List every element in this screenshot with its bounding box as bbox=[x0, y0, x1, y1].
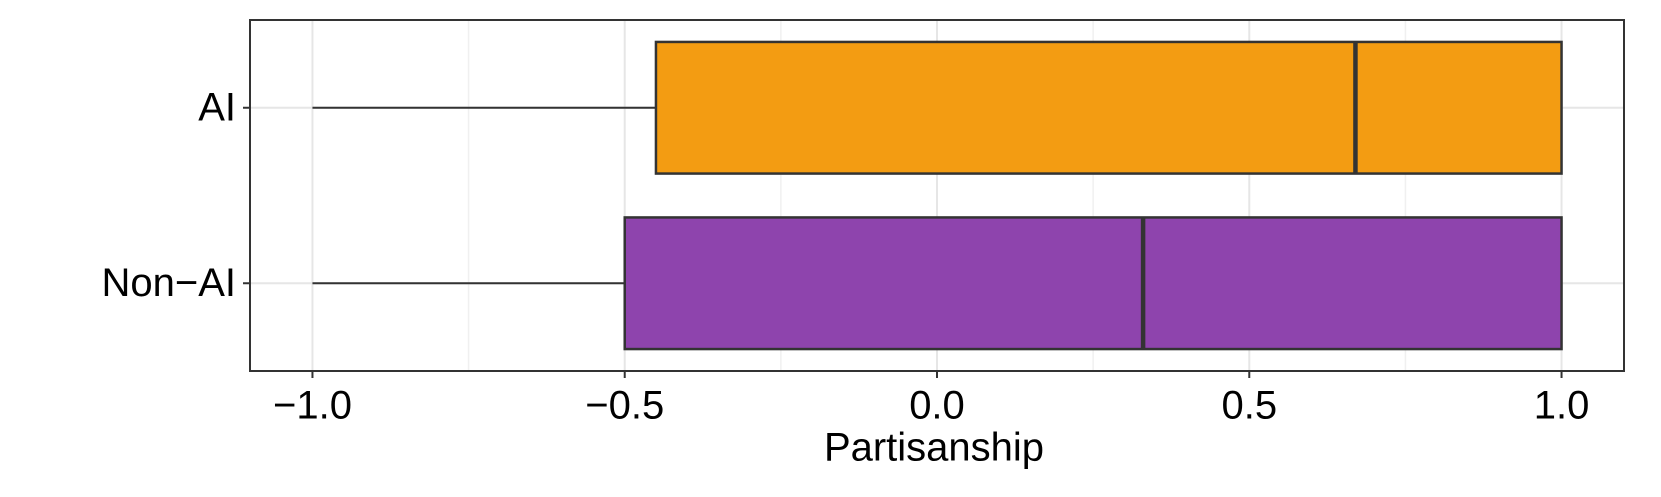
panel-border bbox=[249, 19, 1625, 372]
x-tick-label: −1.0 bbox=[273, 384, 352, 428]
x-tick-label: −0.5 bbox=[585, 384, 664, 428]
y-tick-label: AI bbox=[198, 85, 236, 129]
x-tick-label: 0.0 bbox=[909, 384, 965, 428]
box bbox=[623, 216, 1563, 351]
x-tick-label: 0.5 bbox=[1221, 384, 1277, 428]
y-tick-label: Non−AI bbox=[101, 261, 236, 305]
x-tick-label: 1.0 bbox=[1534, 384, 1590, 428]
x-axis-label: Partisanship bbox=[824, 426, 1044, 470]
box bbox=[654, 40, 1563, 175]
